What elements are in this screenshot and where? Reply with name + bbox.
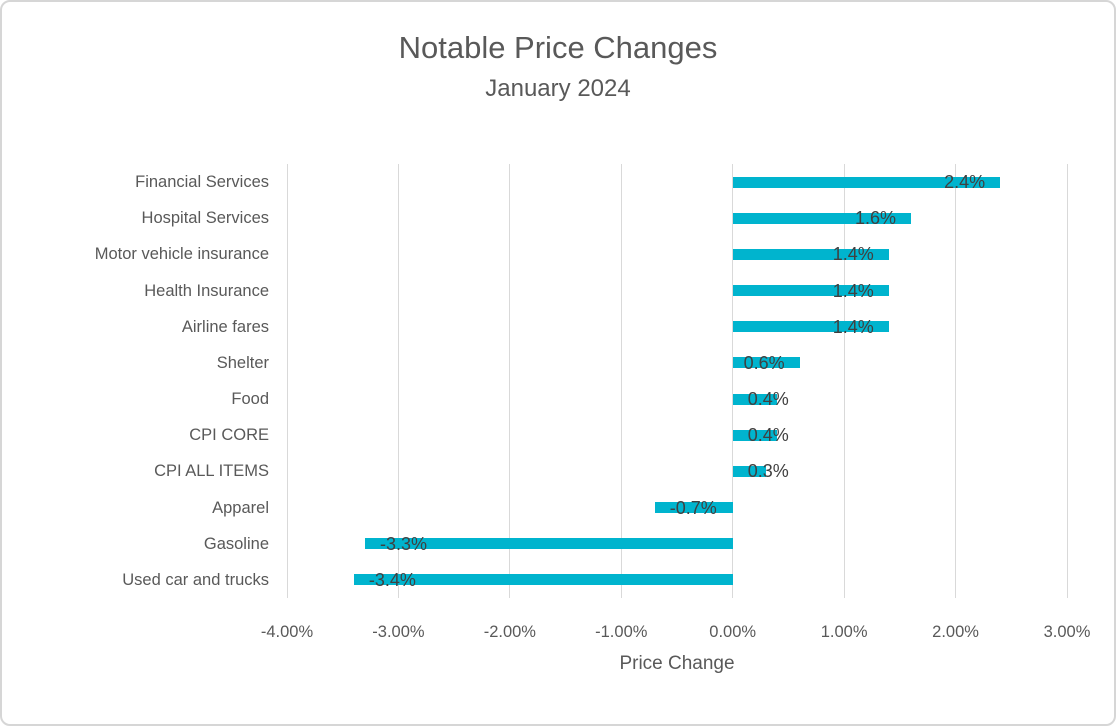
category-label: Health Insurance [144, 281, 269, 300]
x-tick-label: -2.00% [483, 623, 536, 641]
x-tick-label: 2.00% [932, 623, 979, 641]
bar-value-label: 1.4% [832, 280, 874, 301]
bar-value-label: 0.4% [747, 389, 789, 410]
category-label: Motor vehicle insurance [94, 245, 269, 264]
bar [732, 285, 889, 297]
bar [353, 574, 733, 586]
chart-title: Notable Price Changes [398, 30, 718, 65]
bar [732, 176, 1001, 188]
category-label: Gasoline [203, 534, 269, 553]
gridline [843, 164, 845, 598]
bar-value-label: 0.4% [747, 425, 789, 446]
x-tick-label: 3.00% [1043, 623, 1091, 641]
x-axis-title: Price Change [619, 653, 735, 674]
bar [732, 321, 889, 333]
bar-value-label: -0.7% [669, 497, 717, 518]
bar-value-label: 2.4% [944, 172, 986, 193]
gridline [509, 164, 511, 598]
x-tick-label: -3.00% [372, 623, 425, 641]
category-label: Apparel [212, 498, 269, 517]
bar-value-label: -3.3% [380, 533, 428, 554]
gridline [955, 164, 957, 598]
gridline [286, 164, 288, 598]
bar [732, 212, 911, 224]
gridline [732, 164, 734, 598]
bar [365, 538, 733, 550]
x-tick-label: -4.00% [260, 623, 314, 641]
category-label: CPI ALL ITEMS [154, 462, 269, 481]
bar [732, 393, 778, 405]
bar-value-label: 1.4% [832, 316, 874, 337]
x-tick-label: 0.00% [709, 623, 757, 641]
gridline [1066, 164, 1068, 598]
bar-value-label: -3.4% [368, 569, 416, 590]
bar-value-label: 0.6% [743, 352, 785, 373]
category-label: CPI CORE [189, 426, 269, 445]
bar [654, 502, 733, 514]
bar-value-label: 1.6% [855, 208, 897, 229]
category-label: Hospital Services [141, 209, 269, 228]
category-label: Used car and trucks [122, 570, 269, 589]
gridline [397, 164, 399, 598]
bar [732, 465, 767, 477]
category-label: Financial Services [135, 173, 269, 192]
bar [732, 357, 800, 369]
category-label: Food [231, 390, 269, 409]
x-tick-label: 1.00% [820, 623, 868, 641]
bar [732, 429, 778, 441]
category-label: Airline fares [181, 317, 269, 336]
x-tick-label: -1.00% [595, 623, 648, 641]
bar [732, 248, 889, 260]
gridline [620, 164, 622, 598]
category-label: Shelter [216, 353, 269, 372]
bar-value-label: 1.4% [832, 244, 874, 265]
bar-value-label: 0.3% [747, 461, 789, 482]
chart-subtitle: January 2024 [485, 75, 631, 102]
